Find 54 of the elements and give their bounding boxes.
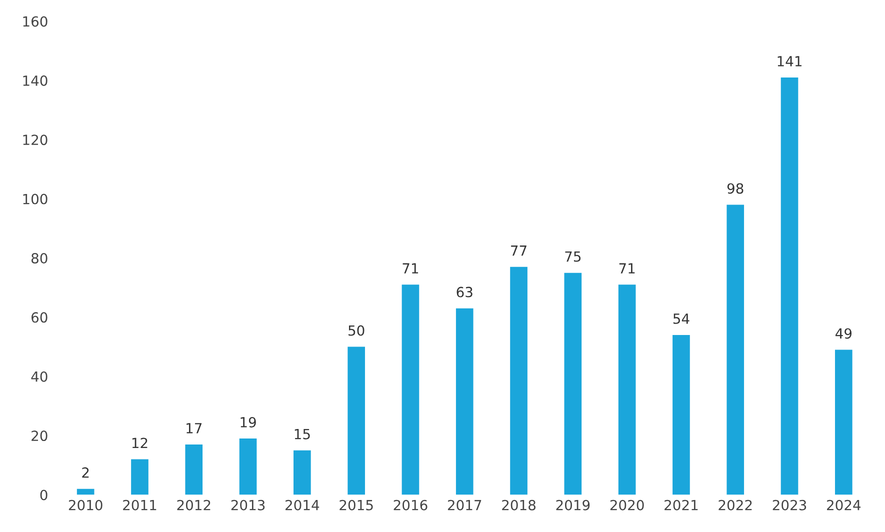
data-label: 141	[778, 56, 802, 66]
data-label: 12	[132, 438, 148, 448]
x-tick-label: 2018	[502, 500, 536, 510]
bar	[402, 284, 420, 495]
x-tick-label: 2021	[664, 500, 698, 510]
data-label: 15	[294, 429, 310, 440]
x-tick-label: 2017	[448, 500, 482, 510]
y-tick-label: 120	[23, 134, 48, 146]
data-label: 19	[240, 417, 256, 428]
data-label: 50	[348, 325, 364, 336]
data-label: 71	[619, 263, 635, 274]
data-label: 63	[456, 286, 472, 298]
bar	[672, 334, 690, 495]
x-tick-label: 2020	[610, 500, 644, 510]
x-tick-label: 2012	[177, 500, 210, 510]
data-label: 98	[727, 183, 744, 194]
x-tick-label: 2015	[340, 500, 373, 510]
bar	[564, 272, 582, 495]
x-tick-label: 2013	[231, 500, 265, 510]
y-tick-label: 40	[31, 371, 48, 382]
data-label: 49	[836, 328, 852, 339]
bar	[780, 78, 798, 495]
bar	[131, 459, 148, 495]
data-label: 54	[673, 314, 690, 324]
data-label: 2	[82, 467, 89, 478]
bar	[348, 346, 365, 495]
bar	[726, 204, 744, 495]
x-tick-label: 2011	[123, 500, 156, 510]
x-tick-label: 2010	[68, 500, 102, 510]
y-tick-label: 0	[40, 490, 48, 500]
x-tick-label: 2023	[772, 500, 806, 510]
y-tick-label: 140	[23, 75, 48, 86]
x-tick-label: 2019	[556, 500, 590, 510]
bar	[185, 444, 203, 495]
y-tick-label: 60	[32, 312, 48, 323]
bar	[76, 488, 94, 495]
x-tick-label: 2014	[286, 500, 320, 510]
data-label: 75	[565, 251, 581, 262]
bar	[239, 438, 257, 495]
bar	[618, 284, 636, 495]
bar	[834, 350, 852, 495]
x-tick-label: 2016	[394, 500, 428, 510]
data-label: 17	[186, 423, 202, 434]
x-tick-label: 2022	[718, 500, 752, 510]
y-tick-label: 100	[23, 194, 48, 204]
bar	[456, 308, 474, 495]
data-label: 71	[402, 263, 418, 274]
data-label: 77	[511, 246, 526, 256]
y-tick-label: 80	[32, 252, 48, 264]
y-tick-label: 160	[23, 16, 48, 27]
x-tick-label: 2024	[827, 500, 861, 510]
bar	[510, 266, 528, 495]
bar	[294, 450, 311, 495]
y-tick-label: 20	[32, 430, 48, 442]
